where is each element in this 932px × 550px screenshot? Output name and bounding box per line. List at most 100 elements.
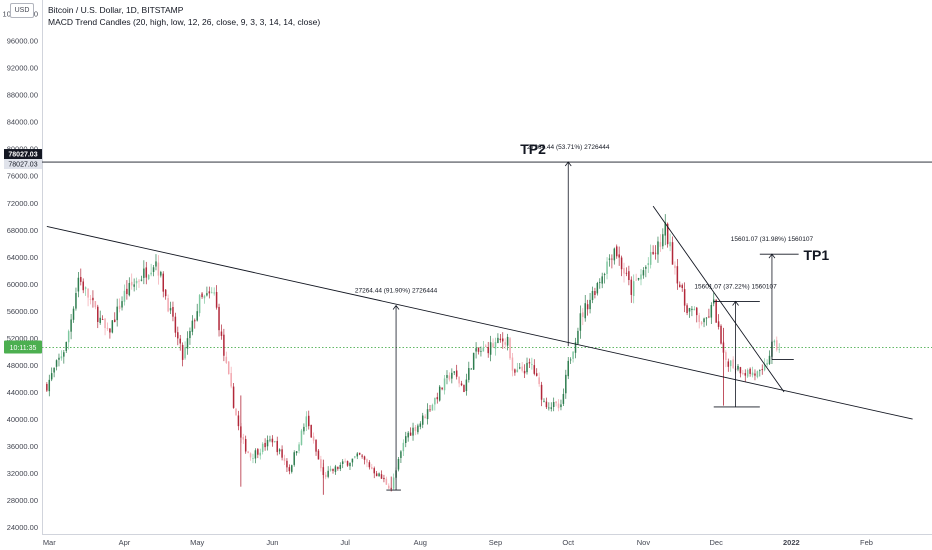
candle (603, 272, 606, 284)
candle (664, 214, 666, 246)
y-tick-label: 52000.00 (7, 334, 38, 343)
candle (562, 388, 565, 406)
candle (55, 359, 58, 371)
x-tick-label: Sep (489, 538, 502, 547)
candle (247, 450, 249, 454)
candle (494, 337, 497, 356)
candle (487, 341, 489, 358)
candle (225, 351, 228, 364)
candle (145, 261, 148, 285)
level-tag-dark (4, 149, 42, 160)
candle (194, 318, 196, 329)
candle (288, 464, 291, 475)
candle (608, 254, 611, 267)
candle (63, 350, 65, 364)
candle (759, 369, 761, 377)
candle (489, 335, 492, 362)
candle (274, 440, 276, 443)
candle (574, 337, 577, 359)
y-tick-label: 36000.00 (7, 442, 38, 451)
measure-dec-label: 15601.07 (37.22%) 1560107 (694, 283, 777, 290)
candle (632, 274, 635, 304)
candle (756, 370, 759, 379)
candle (482, 340, 485, 352)
candle (625, 267, 628, 277)
candle (201, 292, 203, 299)
candle (438, 385, 441, 402)
candle (761, 364, 763, 375)
candle (320, 455, 322, 472)
level-tag-dark-label: 78027.03 (8, 152, 37, 159)
candle (582, 308, 584, 326)
candle (776, 336, 778, 352)
candle (453, 371, 456, 376)
candle (303, 423, 305, 435)
candle (441, 387, 443, 391)
candle (138, 278, 140, 288)
candle (244, 435, 247, 454)
candle (618, 246, 620, 266)
candle (739, 366, 742, 378)
candle (717, 314, 720, 330)
candle (191, 315, 194, 336)
candle (599, 278, 601, 289)
currency-button[interactable]: USD (10, 3, 34, 18)
candle (235, 408, 237, 416)
candle (363, 455, 366, 465)
candle (642, 267, 645, 279)
candle (518, 363, 521, 370)
candle (341, 459, 344, 469)
measure-tp1-label: 15601.07 (31.98%) 1560107 (731, 236, 814, 243)
candle (647, 257, 650, 273)
candle (472, 352, 475, 370)
candle (77, 271, 80, 298)
candle (164, 289, 167, 300)
y-tick-label: 48000.00 (7, 361, 38, 370)
measure-tp2-label: 27264.44 (53.71%) 2726444 (527, 144, 610, 151)
candle (615, 244, 618, 259)
chart-title: Bitcoin / U.S. Dollar, 1D, BITSTAMP (48, 5, 184, 15)
candle (421, 412, 424, 429)
candle (521, 362, 523, 373)
candle (184, 341, 186, 360)
candle (550, 402, 553, 412)
candle (727, 358, 730, 372)
candle (400, 450, 402, 463)
candle (310, 424, 312, 438)
candle (375, 470, 378, 477)
candle (249, 452, 252, 461)
candle (698, 312, 700, 329)
candle (499, 333, 502, 343)
y-tick-label: 32000.00 (7, 469, 38, 478)
candle (649, 244, 652, 269)
y-tick-label: 60000.00 (7, 280, 38, 289)
candle (674, 261, 676, 275)
candle (392, 473, 395, 490)
candle (293, 450, 295, 467)
candle (436, 392, 439, 404)
candle (526, 357, 528, 375)
long-descending-trendline[interactable] (46, 226, 913, 420)
candle (80, 268, 82, 286)
x-tick-label: Apr (119, 538, 131, 547)
candle (196, 303, 198, 322)
candle (264, 438, 266, 451)
y-tick-label: 40000.00 (7, 415, 38, 424)
candle (315, 439, 317, 456)
candle (548, 402, 550, 411)
candle (657, 236, 659, 263)
candle (766, 359, 768, 367)
candle (261, 442, 264, 455)
candle (683, 282, 686, 313)
candle (773, 339, 776, 346)
candle (82, 278, 84, 294)
candle (227, 361, 230, 375)
candle (434, 397, 436, 411)
falling-wedge-trendline[interactable] (652, 205, 785, 393)
candle (160, 270, 162, 278)
candle (659, 234, 662, 252)
candle (468, 361, 470, 383)
candle (211, 287, 213, 294)
candle (662, 228, 664, 250)
